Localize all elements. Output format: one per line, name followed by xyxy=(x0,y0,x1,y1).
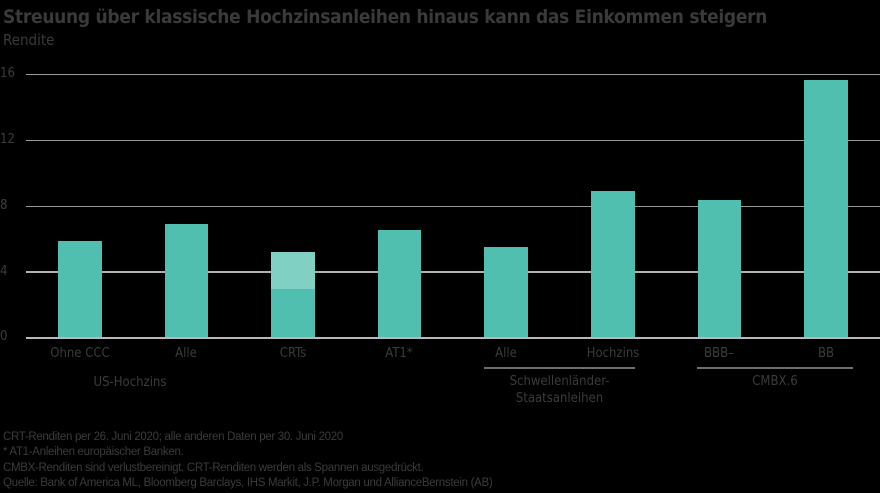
group-line-cmbx xyxy=(697,367,853,369)
x-axis-baseline xyxy=(26,337,880,339)
y-tick-0: 0 xyxy=(0,329,8,344)
footnote-source: Quelle: Bank of America ML, Bloomberg Ba… xyxy=(3,476,493,489)
x-label-alle: Alle xyxy=(175,346,197,361)
bar-crts xyxy=(271,252,315,338)
x-label-crts: CRTs xyxy=(279,346,307,361)
x-label-hochzins: Hochzins xyxy=(586,346,640,361)
x-label-bb: BB xyxy=(817,346,835,361)
x-label-at1: AT1* xyxy=(385,346,413,361)
footnote-dates: CRT-Renditen per 26. Juni 2020; alle and… xyxy=(3,431,343,443)
bar-us-hochzins-ohne-ccc xyxy=(58,241,102,338)
bar-at1 xyxy=(378,230,421,338)
chart-title: Streuung über klassische Hochzinsanleihe… xyxy=(3,6,768,28)
bar-cmbx-bb xyxy=(804,80,848,338)
chart-subtitle: Rendite xyxy=(3,31,55,49)
bar-crts-range-segment xyxy=(271,252,315,289)
y-tick-16: 16 xyxy=(0,66,15,81)
group-label-schwellenlaender: Schwellenländer- Staatsanleihen xyxy=(484,373,635,407)
group-label-cmbx: CMBX.6 xyxy=(752,374,798,389)
bar-cmbx-bbb xyxy=(698,200,741,338)
x-label-ohne-ccc: Ohne CCC xyxy=(50,346,110,361)
group-label-line-1: Schwellenländer- xyxy=(509,374,610,389)
gridline-16 xyxy=(26,74,880,75)
x-label-bbb: BBB– xyxy=(704,346,734,361)
footnote-cmbx: CMBX-Renditen sind verlustbereinigt. CRT… xyxy=(3,461,424,474)
gridline-12 xyxy=(26,140,880,141)
y-tick-4: 4 xyxy=(0,264,8,279)
x-label-em-alle: Alle xyxy=(495,346,517,361)
bar-us-hochzins-alle xyxy=(165,224,208,338)
group-label-us-hochzins: US-Hochzins xyxy=(93,375,167,390)
footnote-at1: * AT1-Anleihen europäischer Banken. xyxy=(3,446,184,459)
group-line-schwellenlaender xyxy=(484,367,635,369)
bar-em-hochzins xyxy=(591,191,635,338)
bar-em-alle xyxy=(484,247,528,338)
gridline-8 xyxy=(26,206,880,207)
footnotes: CRT-Renditen per 26. Juni 2020; alle and… xyxy=(3,430,493,491)
group-label-line-2: Staatsanleihen xyxy=(515,391,604,406)
gridline-4 xyxy=(26,271,880,273)
y-tick-12: 12 xyxy=(0,132,15,147)
y-tick-8: 8 xyxy=(0,198,8,213)
